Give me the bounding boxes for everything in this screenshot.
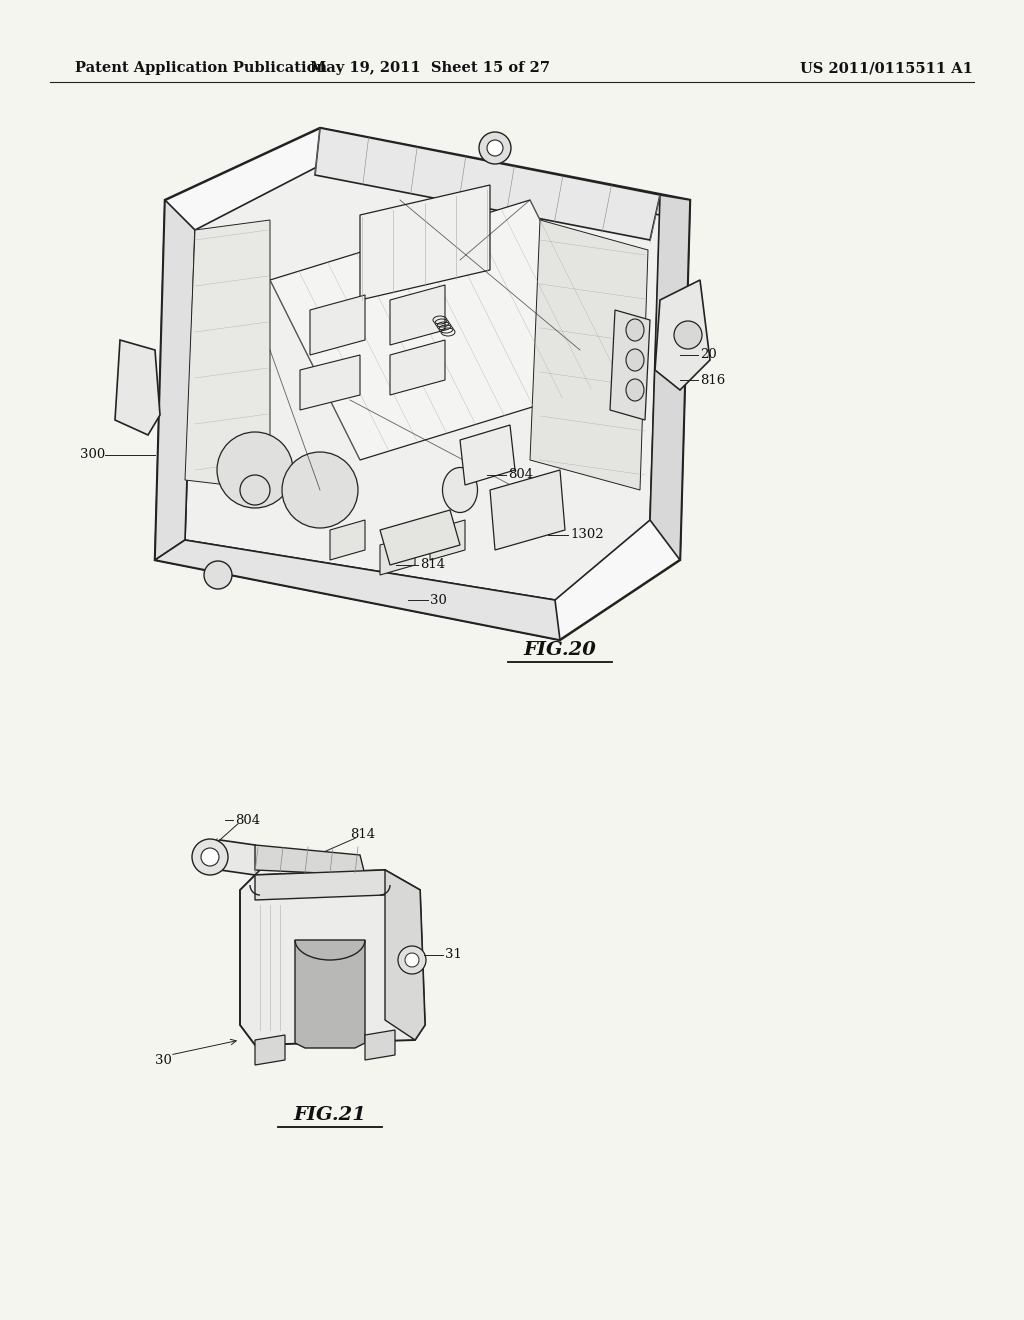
Ellipse shape [442,467,477,512]
Polygon shape [195,840,270,875]
Polygon shape [380,510,460,565]
Text: 804: 804 [508,469,534,482]
Circle shape [240,475,270,506]
Circle shape [479,132,511,164]
Polygon shape [365,1030,395,1060]
Circle shape [201,847,219,866]
Polygon shape [360,185,490,300]
Circle shape [217,432,293,508]
Ellipse shape [626,348,644,371]
Polygon shape [255,845,365,875]
Polygon shape [155,201,195,560]
Polygon shape [185,154,660,601]
Polygon shape [240,870,425,1045]
Text: 20: 20 [700,348,717,362]
Polygon shape [610,310,650,420]
Polygon shape [255,1035,285,1065]
Circle shape [406,953,419,968]
Text: Patent Application Publication: Patent Application Publication [75,61,327,75]
Polygon shape [185,220,270,490]
Polygon shape [390,341,445,395]
Polygon shape [295,940,365,1048]
Polygon shape [330,520,365,560]
Text: 804: 804 [234,813,260,826]
Polygon shape [310,294,365,355]
Polygon shape [430,520,465,560]
Polygon shape [155,540,560,640]
Polygon shape [380,535,415,576]
Polygon shape [255,870,420,900]
Text: May 19, 2011  Sheet 15 of 27: May 19, 2011 Sheet 15 of 27 [310,61,550,75]
Polygon shape [155,128,690,640]
Text: 31: 31 [445,949,462,961]
Circle shape [282,451,358,528]
Text: 1302: 1302 [570,528,603,541]
Polygon shape [460,425,515,484]
Text: 300: 300 [80,449,105,462]
Polygon shape [390,285,445,345]
Text: FIG.20: FIG.20 [523,642,596,659]
Ellipse shape [626,379,644,401]
Text: 816: 816 [700,374,725,387]
Polygon shape [655,280,710,389]
Polygon shape [650,195,690,560]
Circle shape [674,321,702,348]
Circle shape [487,140,503,156]
Ellipse shape [626,319,644,341]
Text: US 2011/0115511 A1: US 2011/0115511 A1 [800,61,973,75]
Text: 814: 814 [420,558,445,572]
Polygon shape [115,341,160,436]
Text: FIG.21: FIG.21 [294,1106,367,1125]
Text: 30: 30 [155,1053,172,1067]
Circle shape [193,840,228,875]
Text: 814: 814 [350,829,375,842]
Text: 30: 30 [430,594,446,606]
Circle shape [204,561,232,589]
Polygon shape [270,201,620,459]
Circle shape [398,946,426,974]
Polygon shape [315,128,660,240]
Polygon shape [385,870,425,1040]
Polygon shape [530,220,648,490]
Polygon shape [300,355,360,411]
Polygon shape [490,470,565,550]
